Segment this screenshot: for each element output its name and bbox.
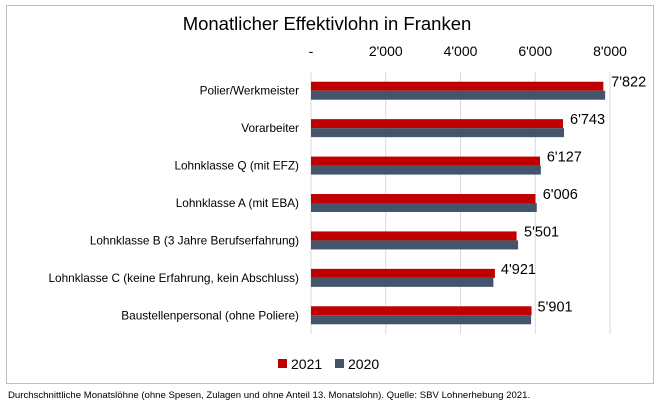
data-label: 6'743 bbox=[570, 112, 605, 128]
x-axis-ticks: - 2'000 4'000 6'000 8'000 bbox=[309, 43, 627, 59]
category-label: Vorarbeiter bbox=[241, 121, 299, 135]
bar-2020 bbox=[311, 315, 532, 325]
legend: 2021 2020 bbox=[278, 356, 379, 372]
data-label: 5'501 bbox=[524, 224, 559, 240]
bar-2021 bbox=[311, 81, 604, 91]
chart-frame bbox=[6, 5, 654, 384]
data-label: 5'901 bbox=[538, 299, 573, 315]
category-labels: Polier/Werkmeister Vorarbeiter Lohnklasse … bbox=[49, 84, 300, 323]
bar-2021 bbox=[311, 268, 495, 278]
x-tick-label: - bbox=[309, 43, 314, 59]
footnote: Durchschnittliche Monatslöhne (ohne Spes… bbox=[8, 390, 531, 401]
bar-2020 bbox=[311, 203, 537, 212]
legend-swatch bbox=[278, 359, 287, 368]
data-label: 4'921 bbox=[501, 262, 536, 278]
legend-swatch bbox=[335, 359, 344, 368]
data-label: 6'006 bbox=[543, 187, 578, 203]
bar-2021 bbox=[311, 231, 517, 241]
bar-2021 bbox=[311, 306, 532, 316]
bar-2020 bbox=[311, 128, 565, 138]
bar-2020 bbox=[311, 277, 494, 287]
category-label: Lohnklasse B (3 Jahre Berufserfahrung) bbox=[90, 233, 299, 247]
x-tick-label: 6'000 bbox=[518, 43, 552, 59]
chart-title: Monatlicher Effektivlohn in Franken bbox=[183, 13, 472, 34]
category-label: Polier/Werkmeister bbox=[200, 84, 299, 98]
category-label: Lohnklasse C (keine Erfahrung, kein Absc… bbox=[49, 271, 300, 285]
bars bbox=[311, 81, 606, 325]
category-label: Lohnklasse Q (mit EFZ) bbox=[174, 159, 299, 173]
category-label: Baustellenpersonal (ohne Poliere) bbox=[121, 308, 299, 322]
data-label: 6'127 bbox=[547, 150, 582, 166]
bar-2021 bbox=[311, 119, 564, 129]
legend-label: 2020 bbox=[348, 356, 379, 372]
x-tick-label: 2'000 bbox=[369, 43, 403, 59]
bar-2021 bbox=[311, 194, 536, 203]
category-label: Lohnklasse A (mit EBA) bbox=[176, 196, 299, 210]
bar-2021 bbox=[311, 156, 540, 166]
data-label: 7'822 bbox=[611, 75, 646, 91]
bar-2020 bbox=[311, 240, 519, 250]
bar-2020 bbox=[311, 90, 606, 100]
data-labels: 7'822 6'743 6'127 6'006 5'501 4'921 5'901 bbox=[501, 75, 646, 316]
bar-2020 bbox=[311, 165, 541, 175]
x-tick-label: 8'000 bbox=[593, 43, 627, 59]
legend-label: 2021 bbox=[291, 356, 322, 372]
x-tick-label: 4'000 bbox=[444, 43, 478, 59]
